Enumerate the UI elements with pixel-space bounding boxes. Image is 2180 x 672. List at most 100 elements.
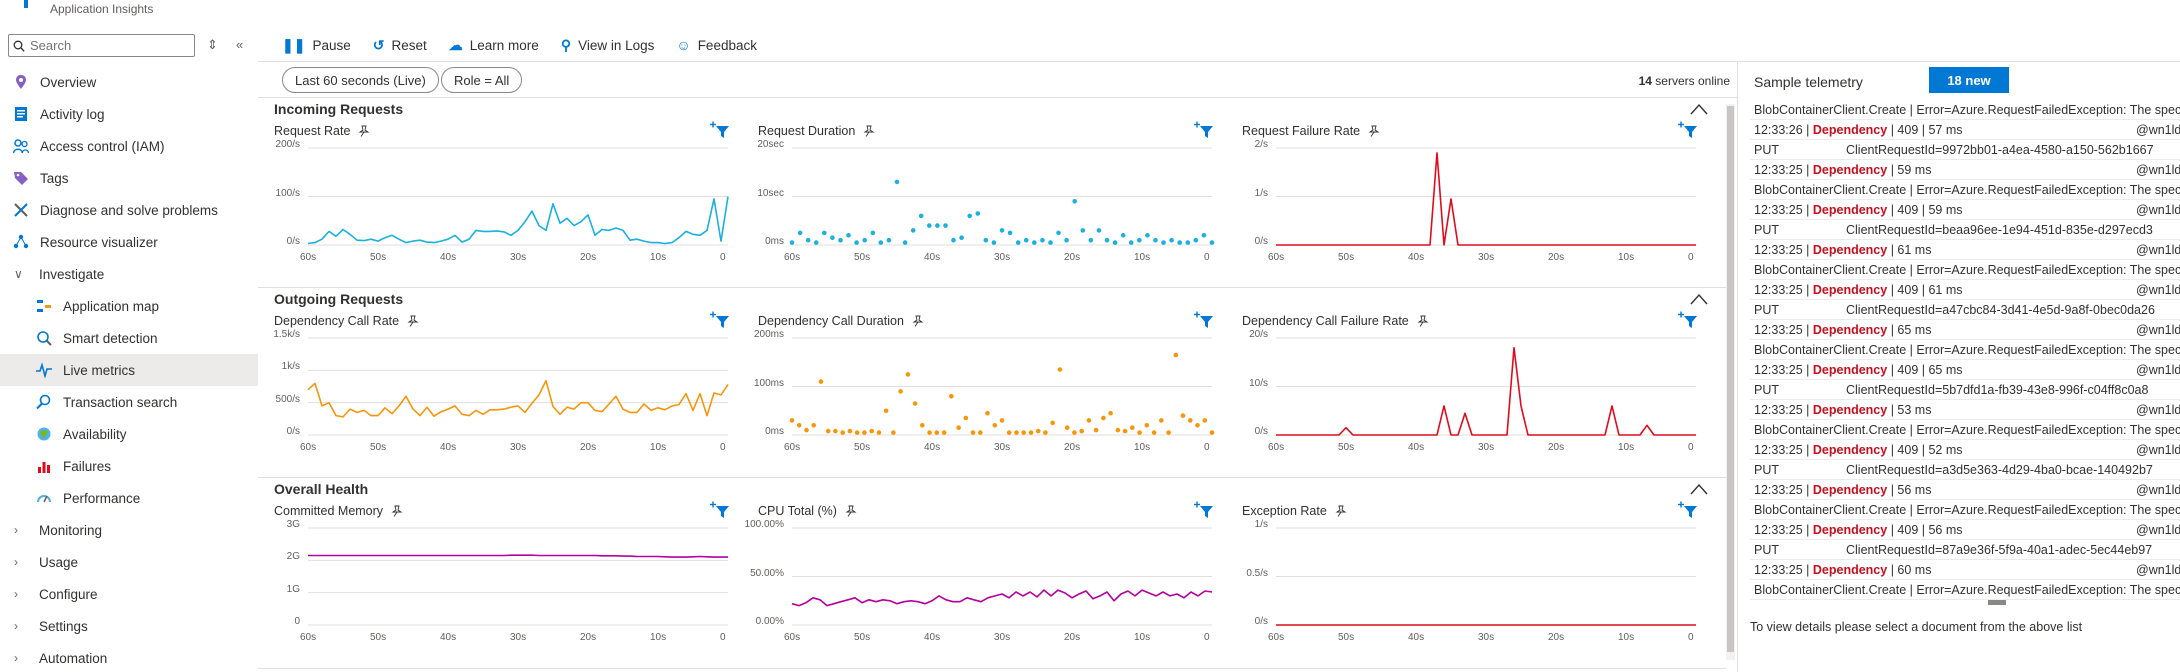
collapse-health-icon[interactable] <box>1689 482 1709 496</box>
telemetry-row[interactable]: BlobContainerClient.Create | Error=Azure… <box>1750 420 2180 440</box>
telemetry-row[interactable]: 12:33:25 | Dependency | 53 ms @wn1ldv <box>1750 400 2180 420</box>
telemetry-time: 12:33:25 | <box>1754 562 1810 577</box>
add-filter-icon[interactable] <box>1678 311 1698 329</box>
telemetry-detail: | 409 | 57 ms <box>1890 122 1963 137</box>
view-in-logs-button[interactable]: ⚲ View in Logs <box>561 37 655 54</box>
pin-icon[interactable] <box>1417 315 1429 327</box>
telemetry-row[interactable]: PUT ClientRequestId=a47cbc84-3d41-4e5d-9a… <box>1750 300 2180 320</box>
sort-icon[interactable]: ⇕ <box>207 37 218 52</box>
nav-item-transaction-search[interactable]: Transaction search <box>0 386 258 418</box>
new-items-badge[interactable]: 18 new <box>1929 67 2009 93</box>
nav-item-application-map[interactable]: Application map <box>0 290 258 322</box>
nav-group-settings[interactable]: › Settings <box>0 610 258 642</box>
x-tick-label: 30s <box>1478 252 1495 263</box>
collapse-incoming-icon[interactable] <box>1689 102 1709 116</box>
telemetry-row[interactable]: PUT ClientRequestId=beaa96ee-1e94-451d-83… <box>1750 220 2180 240</box>
telemetry-hscrollbar[interactable] <box>1750 600 2180 606</box>
x-tick-label: 10s <box>1618 442 1635 453</box>
nav-group-investigate[interactable]: ∨ Investigate <box>0 258 258 290</box>
nav-item-access-control[interactable]: Access control (IAM) <box>0 130 258 162</box>
telemetry-row[interactable]: 12:33:25 | Dependency | 409 | 61 ms @wn1l… <box>1750 280 2180 300</box>
y-tick-label: 1k/s <box>281 361 300 373</box>
telemetry-row[interactable]: BlobContainerClient.Create | Error=Azure… <box>1750 340 2180 360</box>
telemetry-row[interactable]: 12:33:25 | Dependency | 56 ms @wn1ldv <box>1750 480 2180 500</box>
telemetry-list[interactable]: BlobContainerClient.Create | Error=Azure… <box>1750 100 2180 600</box>
x-tick-label: 60s <box>1268 252 1285 263</box>
nav-item-overview[interactable]: Overview <box>0 66 258 98</box>
charts-scrollbar-thumb[interactable] <box>1727 106 1734 652</box>
charts-scrollbar[interactable] <box>1726 104 1735 660</box>
add-filter-icon[interactable] <box>710 121 730 139</box>
telemetry-verb: PUT <box>1754 462 1779 477</box>
add-filter-icon[interactable] <box>1194 121 1214 139</box>
nav-item-availability[interactable]: Availability <box>0 418 258 450</box>
nav-group-monitoring[interactable]: › Monitoring <box>0 514 258 546</box>
telemetry-row[interactable]: 12:33:25 | Dependency | 60 ms @wn1ldv <box>1750 560 2180 580</box>
nav-item-activity-log[interactable]: Activity log <box>0 98 258 130</box>
data-point <box>1201 233 1207 238</box>
data-point <box>818 379 824 384</box>
telemetry-row[interactable]: 12:33:25 | Dependency | 409 | 59 ms @wn1l… <box>1750 200 2180 220</box>
telemetry-row[interactable]: 12:33:25 | Dependency | 61 ms @wn1ldv <box>1750 240 2180 260</box>
data-point <box>878 240 884 245</box>
data-point <box>935 223 940 228</box>
telemetry-hscrollbar-thumb[interactable] <box>1988 600 2006 605</box>
nav-group-usage[interactable]: › Usage <box>0 546 258 578</box>
nav-item-live-metrics[interactable]: Live metrics <box>0 354 258 386</box>
nav-item-smart-detection[interactable]: Smart detection <box>0 322 258 354</box>
telemetry-row[interactable]: PUT ClientRequestId=a3d5e363-4d29-4ba0-bc… <box>1750 460 2180 480</box>
telemetry-type: Dependency <box>1812 202 1888 217</box>
learn-more-button[interactable]: ☁ Learn more <box>449 37 539 54</box>
time-filter-pill[interactable]: Last 60 seconds (Live) <box>282 67 439 93</box>
telemetry-row[interactable]: 12:33:25 | Dependency | 409 | 65 ms @wn1l… <box>1750 360 2180 380</box>
telemetry-row[interactable]: BlobContainerClient.Create | Error=Azure… <box>1750 180 2180 200</box>
telemetry-row[interactable]: 12:33:25 | Dependency | 65 ms @wn1ldv <box>1750 320 2180 340</box>
pin-icon[interactable] <box>391 505 403 517</box>
telemetry-row[interactable]: PUT ClientRequestId=5b7dfd1a-fb39-43e8-99… <box>1750 380 2180 400</box>
search-input[interactable] <box>30 38 190 53</box>
add-filter-icon[interactable] <box>1678 121 1698 139</box>
telemetry-row[interactable]: BlobContainerClient.Create | Error=Azure… <box>1750 260 2180 280</box>
add-filter-icon[interactable] <box>1194 311 1214 329</box>
nav-item-diagnose[interactable]: Diagnose and solve problems <box>0 194 258 226</box>
y-tick-label: 50.00% <box>750 567 784 579</box>
nav-group-automation[interactable]: › Automation <box>0 642 258 672</box>
nav-item-resource-visualizer[interactable]: Resource visualizer <box>0 226 258 258</box>
telemetry-row[interactable]: PUT ClientRequestId=9972bb01-a4ea-4580-a1… <box>1750 140 2180 160</box>
pin-icon[interactable] <box>358 125 370 137</box>
pause-button[interactable]: ❚❚ Pause <box>282 37 351 54</box>
pin-icon[interactable] <box>912 315 924 327</box>
pin-icon[interactable] <box>1335 505 1347 517</box>
telemetry-row[interactable]: BlobContainerClient.Create | Error=Azure… <box>1750 100 2180 120</box>
nav-item-tags[interactable]: Tags <box>0 162 258 194</box>
add-filter-icon[interactable] <box>1194 501 1214 519</box>
collapse-sidebar-icon[interactable]: « <box>236 37 244 52</box>
pin-icon[interactable] <box>1368 125 1380 137</box>
telemetry-type: Dependency <box>1812 122 1888 137</box>
add-filter-icon[interactable] <box>1678 501 1698 519</box>
telemetry-row[interactable]: 12:33:25 | Dependency | 59 ms @wn1ldv <box>1750 160 2180 180</box>
x-tick-label: 40s <box>440 252 457 263</box>
pin-icon[interactable] <box>863 125 875 137</box>
telemetry-row[interactable]: PUT ClientRequestId=87a9e36f-5f9a-40a1-ad… <box>1750 540 2180 560</box>
pin-icon[interactable] <box>407 315 419 327</box>
feedback-button[interactable]: ☺ Feedback <box>676 37 757 53</box>
search-box[interactable] <box>8 34 195 57</box>
add-filter-icon[interactable] <box>710 311 730 329</box>
chart-title-dependency-call-duration: Dependency Call Duration <box>758 314 924 328</box>
pin-icon[interactable] <box>845 505 857 517</box>
nav-item-performance[interactable]: Performance <box>0 482 258 514</box>
nav-item-failures[interactable]: Failures <box>0 450 258 482</box>
role-filter-pill[interactable]: Role = All <box>441 67 523 93</box>
nav-group-configure[interactable]: › Configure <box>0 578 258 610</box>
add-filter-icon[interactable] <box>710 501 730 519</box>
telemetry-row[interactable]: 12:33:25 | Dependency | 409 | 56 ms @wn1l… <box>1750 520 2180 540</box>
telemetry-row[interactable]: 12:33:25 | Dependency | 409 | 52 ms @wn1l… <box>1750 440 2180 460</box>
telemetry-row[interactable]: 12:33:26 | Dependency | 409 | 57 ms @wn1l… <box>1750 120 2180 140</box>
reset-button[interactable]: ↺ Reset <box>373 37 427 54</box>
data-point <box>1115 427 1121 433</box>
telemetry-row[interactable]: BlobContainerClient.Create | Error=Azure… <box>1750 500 2180 520</box>
telemetry-row[interactable]: BlobContainerClient.Create | Error=Azure… <box>1750 580 2180 600</box>
collapse-outgoing-icon[interactable] <box>1689 292 1709 306</box>
x-tick-label: 0 <box>1688 252 1694 263</box>
